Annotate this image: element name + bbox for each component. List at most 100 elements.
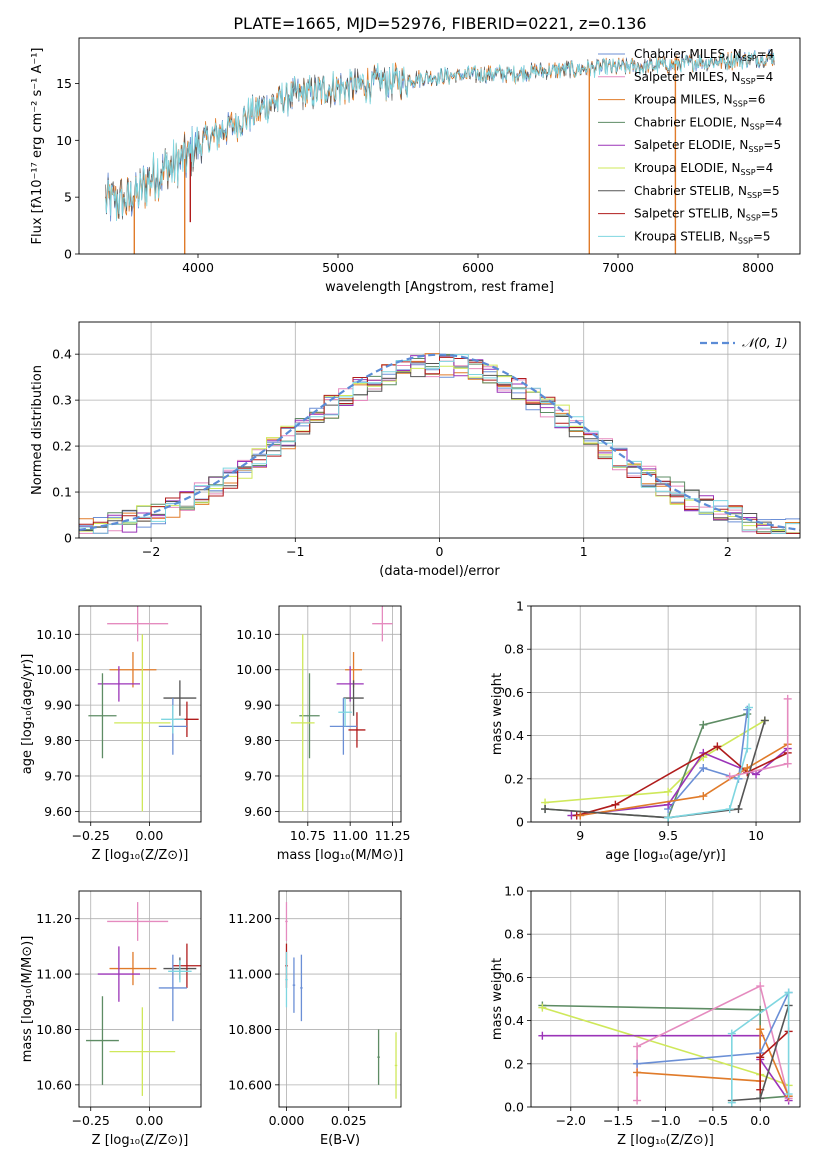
y-axis-label: mass [log₁₀(M/M⊙)] — [20, 936, 35, 1063]
y-tick-label: 0.3 — [52, 393, 72, 408]
y-axis-label: mass weight — [490, 958, 505, 1040]
panel-age_vs_Z: −0.25 0.00 9.60 9.70 9.80 9.90 10.00 10.10 Z [lo… — [20, 605, 202, 863]
x-tick-label: −0.5 — [698, 1113, 728, 1128]
x-axis-label: E(B-V) — [320, 1133, 360, 1148]
y-tick-label: 0 — [64, 531, 72, 546]
x-tick-label: 1 — [580, 544, 588, 559]
y-tick-label: 9.90 — [44, 698, 72, 713]
y-tick-label: 0 — [516, 815, 524, 830]
x-axis-label: Z [log₁₀(Z/Z⊙)] — [92, 1133, 189, 1148]
legend-label: Kroupa MILES, NSSP=6 — [634, 93, 765, 109]
x-tick-label: −2 — [142, 544, 160, 559]
y-axis-label: Normed distribution — [30, 365, 45, 495]
y-tick-label: 9.60 — [44, 804, 72, 819]
y-tick-label: 5 — [64, 190, 72, 205]
legend-label: Salpeter MILES, NSSP=4 — [634, 70, 773, 86]
y-tick-label: 10.600 — [228, 1077, 272, 1092]
axes-frame — [78, 890, 202, 1108]
axes-frame — [278, 605, 402, 823]
legend: Chabrier MILES, NSSP=4 Salpeter MILES, NS… — [598, 47, 782, 245]
x-tick-label: 0.00 — [135, 1113, 163, 1128]
y-tick-label: 9.60 — [244, 804, 272, 819]
x-axis-label: age [log₁₀(age/yr)] — [605, 848, 726, 863]
x-axis-label: wavelength [Angstrom, rest frame] — [325, 280, 554, 295]
x-tick-label: −1.0 — [650, 1113, 680, 1128]
y-tick-label: 0.8 — [504, 927, 524, 942]
spectrum-line — [105, 51, 775, 222]
x-tick-label: 6000 — [462, 260, 494, 275]
x-tick-label: 10.75 — [290, 828, 326, 843]
x-tick-label: −1.5 — [603, 1113, 633, 1128]
legend-label: Kroupa STELIB, NSSP=5 — [634, 229, 771, 245]
x-tick-label: 4000 — [182, 260, 214, 275]
legend-label: 𝒩(0, 1) — [742, 335, 788, 350]
y-tick-label: 10.10 — [36, 627, 72, 642]
y-tick-label: 9.80 — [244, 733, 272, 748]
y-axis-label: mass weight — [490, 673, 505, 755]
y-tick-label: 0.0 — [504, 1100, 524, 1115]
y-tick-label: 0.2 — [504, 771, 524, 786]
x-tick-label: −0.25 — [72, 828, 110, 843]
x-tick-label: 5000 — [322, 260, 354, 275]
panel-weight_vs_Z: −2.0 −1.5 −1.0 −0.5 0.0 0.0 0.2 0.4 0.6 0.8 1.0 Z [… — [490, 884, 801, 1148]
panel-spectrum: 4000 5000 6000 7000 8000 0 5 10 15 wavelength [An… — [30, 37, 801, 295]
x-axis-label: mass [log₁₀(M/M⊙)] — [277, 848, 404, 863]
legend-label: Kroupa ELODIE, NSSP=4 — [634, 161, 773, 177]
legend-label: Salpeter STELIB, NSSP=5 — [634, 207, 778, 223]
y-tick-label: 10.00 — [236, 662, 272, 677]
y-tick-label: 0.6 — [504, 685, 524, 700]
y-tick-label: 0.4 — [52, 347, 72, 362]
x-tick-label: 0.00 — [135, 828, 163, 843]
y-tick-label: 1.0 — [504, 884, 524, 899]
y-tick-label: 9.90 — [244, 698, 272, 713]
x-tick-label: 0.025 — [331, 1113, 367, 1128]
axes-frame — [278, 890, 402, 1108]
panel-residuals: −2 −1 0 1 2 0 0.1 0.2 0.3 0.4 (data-model)/error No… — [30, 321, 801, 579]
x-tick-label: −0.25 — [72, 1113, 110, 1128]
legend-label: Chabrier ELODIE, NSSP=4 — [634, 115, 782, 131]
y-tick-label: 10.60 — [36, 1077, 72, 1092]
axes-frame — [530, 605, 801, 823]
y-tick-label: 9.70 — [244, 768, 272, 783]
axes-frame — [78, 321, 801, 539]
y-tick-label: 0.8 — [504, 642, 524, 657]
y-tick-label: 11.00 — [36, 967, 72, 982]
y-axis-label: Flux [fλ10⁻¹⁷ erg cm⁻² s⁻¹ A⁻¹] — [30, 48, 45, 245]
y-tick-label: 0.2 — [504, 1056, 524, 1071]
x-tick-label: −2.0 — [556, 1113, 586, 1128]
y-tick-label: 10.10 — [236, 627, 272, 642]
axes-frame — [530, 890, 801, 1108]
panel-weight_vs_age: 9 9.5 10 0 0.2 0.4 0.6 0.8 1 age [log₁₀(age/yr)] m… — [490, 599, 801, 863]
x-tick-label: 0.000 — [269, 1113, 305, 1128]
weight-series — [580, 743, 789, 817]
x-tick-label: 0 — [436, 544, 444, 559]
y-axis-label: age [log₁₀(age/yr)] — [20, 654, 35, 775]
x-tick-label: 11.00 — [332, 828, 368, 843]
y-tick-label: 11.000 — [228, 967, 272, 982]
y-tick-label: 9.80 — [44, 733, 72, 748]
x-tick-label: 0.0 — [750, 1113, 770, 1128]
x-tick-label: 8000 — [742, 260, 774, 275]
legend-label: Chabrier STELIB, NSSP=5 — [634, 184, 780, 200]
y-tick-label: 9.70 — [44, 768, 72, 783]
x-tick-label: 10 — [748, 828, 764, 843]
x-tick-label: 9.5 — [658, 828, 678, 843]
legend-label: Chabrier MILES, NSSP=4 — [634, 47, 774, 63]
weight-series — [731, 990, 790, 1103]
y-tick-label: 0.1 — [52, 485, 72, 500]
weight-series — [667, 707, 750, 819]
x-axis-label: Z [log₁₀(Z/Z⊙)] — [92, 848, 189, 863]
histogram-series — [79, 354, 800, 534]
y-tick-label: 0 — [64, 247, 72, 262]
y-tick-label: 10.00 — [36, 662, 72, 677]
panel-mass_vs_Z: −0.25 0.00 10.60 10.80 11.00 11.20 Z [log₁₀(Z/… — [20, 890, 202, 1148]
x-tick-label: 9 — [576, 828, 584, 843]
x-tick-label: 2 — [724, 544, 732, 559]
x-axis-label: (data-model)/error — [379, 564, 500, 579]
x-tick-label: −1 — [286, 544, 304, 559]
weight-series — [545, 719, 766, 804]
panel-age_vs_mass: 10.75 11.00 11.25 9.60 9.70 9.80 9.90 10.00 10.1… — [236, 605, 410, 863]
panel-mass_vs_ebv: 0.000 0.025 10.600 10.800 11.000 11.200 E(B-V) — [228, 890, 402, 1148]
y-tick-label: 0.4 — [504, 1013, 524, 1028]
